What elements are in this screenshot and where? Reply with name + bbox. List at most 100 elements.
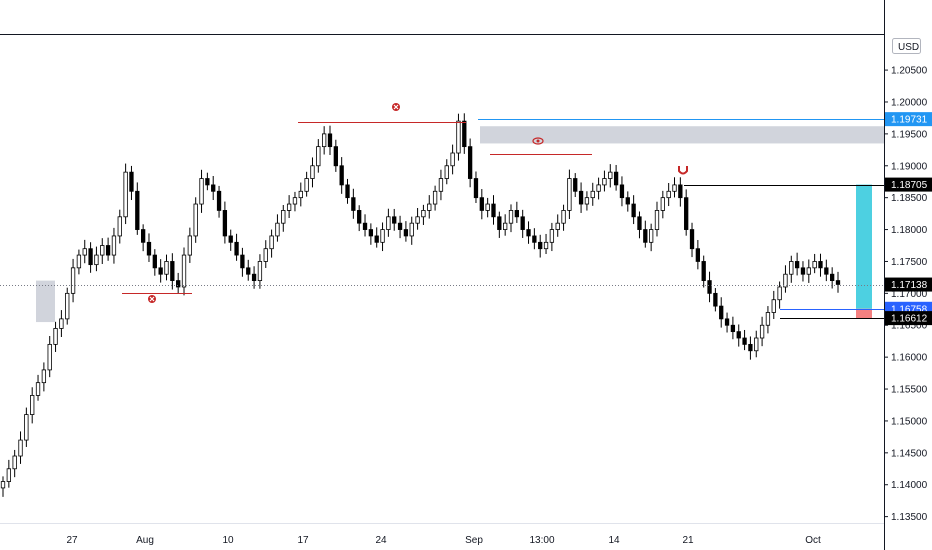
candle-body xyxy=(777,286,782,301)
candle-body xyxy=(286,203,292,211)
candle-body xyxy=(351,197,356,211)
y-tick-label: 1.16500 xyxy=(891,321,928,332)
candle-body xyxy=(794,261,800,269)
candle xyxy=(584,191,590,211)
candle-body xyxy=(386,216,391,230)
candle-body xyxy=(596,184,601,192)
candle-body xyxy=(94,254,99,266)
candle xyxy=(625,191,630,212)
y-tick-label: 1.17000 xyxy=(891,289,928,300)
candle-body xyxy=(584,197,590,205)
candle-body xyxy=(695,248,701,262)
candle xyxy=(771,290,776,320)
currency-label: USD xyxy=(898,42,919,53)
candle-body xyxy=(654,210,660,230)
candle-body xyxy=(754,337,759,352)
candle-body xyxy=(193,203,198,237)
candle xyxy=(70,258,76,303)
candle-body xyxy=(561,210,566,224)
candle-body xyxy=(806,267,811,275)
candle xyxy=(374,227,379,248)
candle-body xyxy=(246,267,251,275)
candle-body xyxy=(538,241,543,250)
time-axis: 27 Aug 10 17 24 Sep 13:00 14 21 Oct xyxy=(66,535,821,546)
candle-body xyxy=(269,235,274,250)
candle xyxy=(35,374,41,401)
candle xyxy=(748,336,753,360)
candle-body xyxy=(824,267,829,275)
candle xyxy=(543,233,549,254)
price-label-text: 1.19731 xyxy=(891,115,928,126)
candle xyxy=(789,255,794,283)
candle-body xyxy=(421,210,426,218)
candle xyxy=(53,321,58,352)
candle xyxy=(357,205,362,232)
candle xyxy=(462,113,467,154)
candle xyxy=(549,222,555,252)
eye-icon-outline xyxy=(532,137,544,145)
candle-body xyxy=(12,455,17,470)
candle xyxy=(386,208,391,237)
price-label: 1.17138 xyxy=(885,277,932,292)
candle xyxy=(327,125,333,156)
price-label-text: 1.16612 xyxy=(891,314,928,325)
candle-body xyxy=(234,241,239,256)
candle xyxy=(12,449,17,478)
x-tick-label: Oct xyxy=(805,535,821,546)
candle-body xyxy=(304,178,309,192)
candle xyxy=(269,229,274,258)
candle xyxy=(777,281,782,309)
candle-body xyxy=(117,216,122,237)
candle xyxy=(345,178,350,204)
candle-body xyxy=(35,382,41,396)
candle-body xyxy=(684,197,689,230)
candle xyxy=(152,249,157,276)
candle xyxy=(824,259,829,282)
candle xyxy=(497,211,502,238)
candle-body xyxy=(30,395,35,415)
candle-body xyxy=(432,190,438,205)
candle xyxy=(613,164,619,191)
candle-body xyxy=(771,299,776,313)
candle-body xyxy=(88,248,93,266)
candle-body xyxy=(759,324,765,339)
candle-body xyxy=(631,203,636,218)
candle xyxy=(573,173,578,198)
candle-body xyxy=(164,261,169,275)
cross-icon-glyph xyxy=(393,104,399,110)
price-label-text: 1.17138 xyxy=(891,280,928,291)
eye-icon-pupil xyxy=(536,139,540,143)
x-tick-label: Sep xyxy=(465,535,483,546)
candle xyxy=(246,259,251,281)
chart-overlay xyxy=(0,0,885,550)
candle xyxy=(812,253,817,274)
candle xyxy=(619,176,625,207)
candle-body xyxy=(812,261,817,269)
candle xyxy=(514,201,519,223)
candle-body xyxy=(672,184,677,192)
candle-body xyxy=(701,261,706,281)
candle-body xyxy=(590,190,595,199)
candle xyxy=(368,223,374,245)
candle-body xyxy=(316,146,321,167)
candle xyxy=(503,214,508,236)
currency-box: USD xyxy=(892,38,921,54)
candle xyxy=(479,189,484,220)
candle xyxy=(719,297,724,328)
candle-body xyxy=(648,229,654,243)
candle-body xyxy=(380,229,385,243)
x-tick-label: 13:00 xyxy=(529,535,554,546)
candle xyxy=(794,252,800,276)
cross-icon-glyph xyxy=(149,296,155,302)
candle xyxy=(18,431,23,464)
candle-body xyxy=(467,146,473,179)
x-tick-label: 17 xyxy=(297,535,309,546)
candle xyxy=(532,228,537,250)
y-tick-label: 1.15500 xyxy=(891,385,928,396)
price-label-bg xyxy=(885,112,932,127)
candle-body xyxy=(736,331,741,339)
candle-body xyxy=(228,235,233,243)
candle xyxy=(392,208,397,231)
candle-body xyxy=(485,203,490,211)
